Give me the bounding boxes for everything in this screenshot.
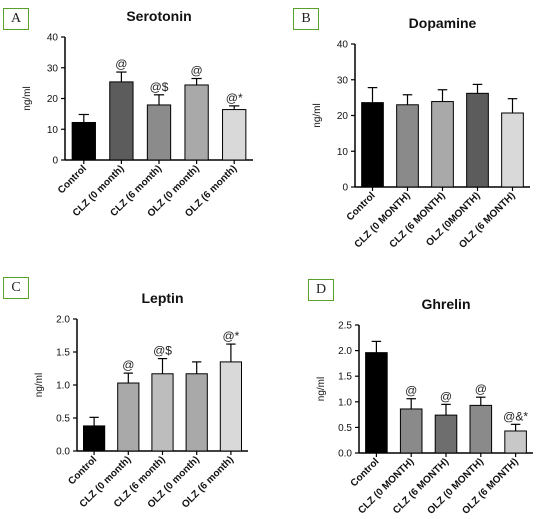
significance-label: @&* — [503, 409, 528, 423]
bar-control — [71, 121, 96, 161]
y-tick-label: 1.5 — [338, 372, 352, 383]
panel-c: C Leptin ng/ml 0.0 0.5 1.0 1.5 2.0 Control CLZ (… — [0, 257, 275, 514]
panel-letter-a: A — [3, 8, 29, 30]
bar-olz-6-month — [504, 430, 527, 454]
y-axis-label: ng/ml — [312, 103, 323, 127]
significance-label: @ — [440, 389, 452, 403]
y-tick-label: 1.0 — [56, 381, 70, 392]
y-tick-label: 40 — [47, 33, 59, 44]
y-tick-label: 30 — [337, 75, 349, 86]
bar-olz-0-month — [185, 373, 208, 452]
x-tick-label: Control — [66, 454, 99, 487]
y-tick-label: 0.0 — [338, 449, 352, 460]
y-tick-label: 2.0 — [56, 315, 70, 326]
y-tick-label: 0.5 — [56, 414, 70, 425]
significance-label: @$ — [153, 344, 172, 358]
y-tick-label: 2.5 — [338, 321, 352, 332]
significance-label: @ — [115, 57, 127, 71]
chart-title: Ghrelin — [421, 296, 470, 312]
chart-title: Dopamine — [409, 15, 477, 31]
bar-clz-0-month — [117, 382, 140, 452]
y-tick-label: 0.5 — [338, 423, 352, 434]
y-axis-label: ng/ml — [34, 373, 45, 397]
x-tick-label: Control — [56, 163, 89, 196]
bar-olz-6-month — [219, 361, 243, 452]
bar-clz-6-month — [431, 101, 454, 188]
bar-olz-0-month — [469, 404, 493, 454]
y-tick-label: 1.0 — [338, 397, 352, 408]
y-axis-label: ng/ml — [22, 86, 33, 110]
y-tick-label: 1.5 — [56, 348, 70, 359]
bar-clz-6-month — [151, 373, 174, 452]
panel-a: A Serotonin ng/ml 0 10 20 30 40 Control CLZ (0 m… — [0, 0, 275, 257]
significance-label: @* — [222, 329, 239, 343]
bar-control — [361, 102, 384, 188]
bar-olz-0month — [466, 92, 489, 188]
y-tick-label: 10 — [337, 147, 349, 158]
significance-label: @ — [191, 64, 203, 78]
significance-label: @ — [405, 384, 417, 398]
bar-olz-6-month — [222, 109, 247, 161]
panel-d: D Ghrelin ng/ml 0.0 0.5 1.0 1.5 2.0 2.5 Control C… — [275, 257, 550, 517]
panel-letter-d: D — [308, 279, 334, 301]
significance-label: @ — [122, 358, 134, 372]
significance-label: @* — [226, 91, 243, 105]
y-tick-label: 0.0 — [56, 447, 70, 458]
bar-control — [365, 352, 388, 454]
y-tick-label: 40 — [337, 40, 349, 51]
x-tick-label: Control — [345, 190, 378, 223]
y-tick-label: 0 — [52, 156, 58, 167]
x-tick-label: Control — [349, 456, 382, 489]
panel-letter-c: C — [3, 277, 29, 299]
bar-clz-6-month — [146, 104, 172, 161]
y-tick-label: 10 — [47, 125, 59, 136]
bar-clz-0-month — [396, 104, 419, 188]
y-tick-label: 30 — [47, 63, 59, 74]
bar-control — [82, 425, 106, 452]
y-tick-label: 20 — [337, 111, 349, 122]
panel-b: B Dopamine ng/ml 0 10 20 30 40 Control CLZ (0 MO… — [275, 0, 550, 257]
panel-letter-b: B — [293, 8, 319, 30]
significance-label: @ — [475, 382, 487, 396]
y-axis-label: ng/ml — [316, 377, 327, 401]
y-tick-label: 0 — [342, 183, 348, 194]
ghrelin-chart: Ghrelinng/ml0.00.51.01.52.02.5ControlCLZ… — [316, 296, 533, 517]
bar-clz-0-month — [109, 81, 134, 161]
bar-clz-6-month — [434, 414, 458, 454]
bar-olz-0-month — [184, 84, 209, 161]
chart-title: Serotonin — [126, 8, 191, 24]
bar-olz-6-month — [501, 112, 524, 188]
y-tick-label: 20 — [47, 94, 59, 105]
y-tick-label: 2.0 — [338, 346, 352, 357]
chart-title: Leptin — [142, 290, 184, 306]
significance-label: @$ — [150, 80, 169, 94]
bar-clz-0-month — [399, 408, 423, 454]
